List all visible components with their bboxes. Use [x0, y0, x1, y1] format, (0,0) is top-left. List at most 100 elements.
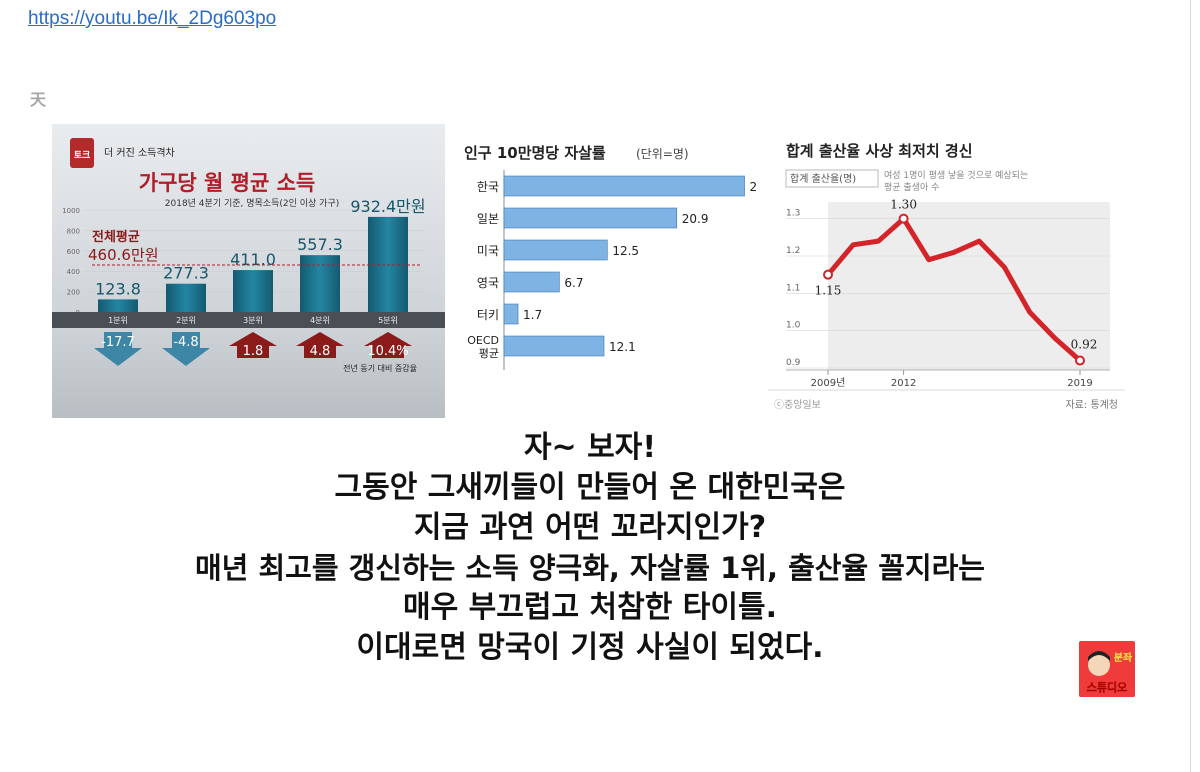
suicide-bar: [503, 175, 745, 197]
suicide-unit: (단위=명): [636, 147, 689, 161]
avg-value: 460.6만원: [88, 246, 159, 264]
caption-line-3: 지금 과연 어떤 꼬라지인가?: [413, 510, 767, 545]
down-arrow-icon: [162, 332, 210, 366]
income-category: 3분위: [243, 316, 263, 325]
birth-annotation: 0.92: [1071, 338, 1098, 352]
income-bar: [233, 270, 273, 312]
income-bar-label: 557.3: [297, 235, 343, 254]
suicide-category: OECD: [467, 334, 499, 347]
birth-title: 합계 출산율 사상 최저치 경신: [786, 142, 973, 160]
income-change-label: 4.8: [310, 344, 331, 359]
caption-line-4: 매년 최고를 갱신하는 소득 양극화, 자살률 1위, 출산율 꼴지라는: [195, 551, 985, 585]
income-category: 4분위: [310, 316, 330, 325]
income-bar: [166, 283, 206, 312]
birth-legend-desc1: 여성 1명이 평생 낳을 것으로 예상되는: [884, 169, 1028, 181]
up-arrow-icon: [296, 332, 344, 358]
suicide-bar: [503, 271, 560, 293]
income-category: 5분위: [378, 316, 398, 325]
income-bar: [300, 255, 340, 312]
up-arrow-icon: [364, 332, 412, 358]
logo-hair-icon: [1088, 651, 1110, 661]
suicide-bar: [503, 335, 605, 357]
income-tag: 더 커진 소득격차: [104, 146, 175, 159]
birth-legend-label: 합계 출산율(명): [790, 173, 856, 185]
birth-legend-box: [785, 169, 879, 188]
income-footnote: 전년 동기 대비 증감율: [343, 363, 417, 373]
income-ytick: 800: [67, 227, 80, 235]
suicide-value: 12.1: [609, 340, 636, 354]
right-divider: [1190, 0, 1191, 772]
income-ytick: 1000: [62, 207, 80, 215]
income-bar: [98, 299, 138, 312]
birth-ytick: 0.9: [786, 358, 801, 368]
birth-xtick: 2019: [1067, 378, 1092, 389]
income-ytick: 400: [67, 268, 80, 276]
birth-chart-image: 합계 출산율 사상 최저치 경신 합계 출산율(명) 여성 1명이 평생 낳을 …: [768, 124, 1125, 418]
quintile-strip: [52, 312, 445, 328]
birth-point: [898, 213, 909, 224]
caption-line-2: 그동안 그새끼들이 만들어 온 대한민국은: [334, 470, 846, 505]
suicide-value: 6.7: [564, 276, 583, 290]
suicide-chart-image: 인구 10만명당 자살률 (단위=명) 29.1 한국 20.9 일본 12.5 미국 6.…: [456, 130, 776, 380]
up-arrow-icon: [229, 332, 277, 358]
suicide-bar: [503, 207, 678, 229]
suicide-category: 일본: [477, 212, 499, 226]
birth-plot-bg: [828, 202, 1110, 370]
caption-line-5: 매우 부끄럽고 처참한 타이틀.: [403, 590, 777, 625]
logo-face-icon: [1088, 654, 1110, 676]
video-link[interactable]: https://youtu.be/Ik_2Dg603po: [28, 8, 277, 29]
suicide-chart: 인구 10만명당 자살률 (단위=명) 29.1 한국 20.9 일본 12.5 미국 6.…: [464, 144, 776, 370]
birth-ytick: 1.2: [786, 246, 800, 256]
birth-annotation: 1.30: [890, 198, 917, 212]
birth-ytick: 1.0: [786, 321, 801, 331]
suicide-title: 인구 10만명당 자살률: [464, 144, 606, 162]
income-subtitle: 2018년 4분기 기준, 명목소득(2인 이상 가구): [165, 198, 339, 209]
income-bar-label: 932.4만원: [350, 197, 425, 216]
avg-label: 전체평균: [92, 229, 140, 245]
birth-xtick: 2009년: [811, 377, 846, 389]
birth-ytick: 1.1: [786, 283, 800, 293]
suicide-category: 영국: [477, 276, 499, 290]
logo-text-2: 스튜디오: [1087, 680, 1127, 694]
caption-line-1: 자~ 보자!: [523, 430, 657, 465]
income-bar-label: 411.0: [230, 250, 276, 269]
studio-logo: 분좌 스튜디오: [1079, 641, 1135, 697]
income-change-label: 1.8: [243, 344, 264, 359]
income-category: 1분위: [108, 316, 128, 325]
suicide-category: 한국: [477, 180, 499, 194]
birth-chart: 합계 출산율 사상 최저치 경신 합계 출산율(명) 여성 1명이 평생 낳을 …: [768, 142, 1125, 411]
suicide-category: 터키: [477, 308, 499, 322]
birth-point: [1075, 355, 1085, 366]
suicide-value: 20.9: [682, 212, 709, 226]
income-title: 가구당 월 평균 소득: [139, 171, 316, 195]
income-ytick: 600: [67, 248, 80, 256]
birth-ytick: 1.3: [786, 209, 800, 219]
income-change-label: 10.4%: [367, 344, 408, 359]
income-chart: 토크 더 커진 소득격차 가구당 월 평균 소득 2018년 4분기 기준, 명…: [52, 138, 445, 373]
suicide-value: 1.7: [523, 308, 542, 322]
suicide-bar: [503, 303, 519, 325]
income-change-label: -17.7: [101, 335, 135, 350]
income-category: 2분위: [176, 316, 196, 325]
income-ytick: 200: [67, 289, 80, 297]
income-bar-label: 123.8: [95, 279, 141, 298]
income-change-label: -4.8: [173, 335, 198, 350]
birth-source-right: 자료: 통계청: [1065, 399, 1118, 411]
symbol-char: 天: [30, 90, 47, 109]
suicide-value: 12.5: [612, 244, 639, 258]
income-chart-image: 토크 더 커진 소득격차 가구당 월 평균 소득 2018년 4분기 기준, 명…: [52, 124, 445, 418]
logo-text-1: 분좌: [1114, 651, 1133, 664]
income-bar-label: 277.3: [163, 264, 209, 283]
suicide-value: 29.1: [750, 180, 756, 194]
suicide-category: 미국: [477, 244, 499, 258]
talk-badge: [70, 138, 94, 168]
down-arrow-icon: [94, 332, 142, 366]
birth-line: [826, 216, 1082, 363]
birth-xtick: 2012: [891, 378, 916, 389]
talk-badge-text: 토크: [74, 150, 91, 161]
suicide-category: 평균: [479, 347, 499, 360]
suicide-bar: [503, 239, 608, 261]
caption-line-6: 이대로면 망국이 기정 사실이 되었다.: [356, 630, 824, 665]
income-bar: [368, 216, 408, 312]
caption-block: 자~ 보자! 그동안 그새끼들이 만들어 온 대한민국은 지금 과연 어떤 꼬라…: [0, 428, 1180, 668]
